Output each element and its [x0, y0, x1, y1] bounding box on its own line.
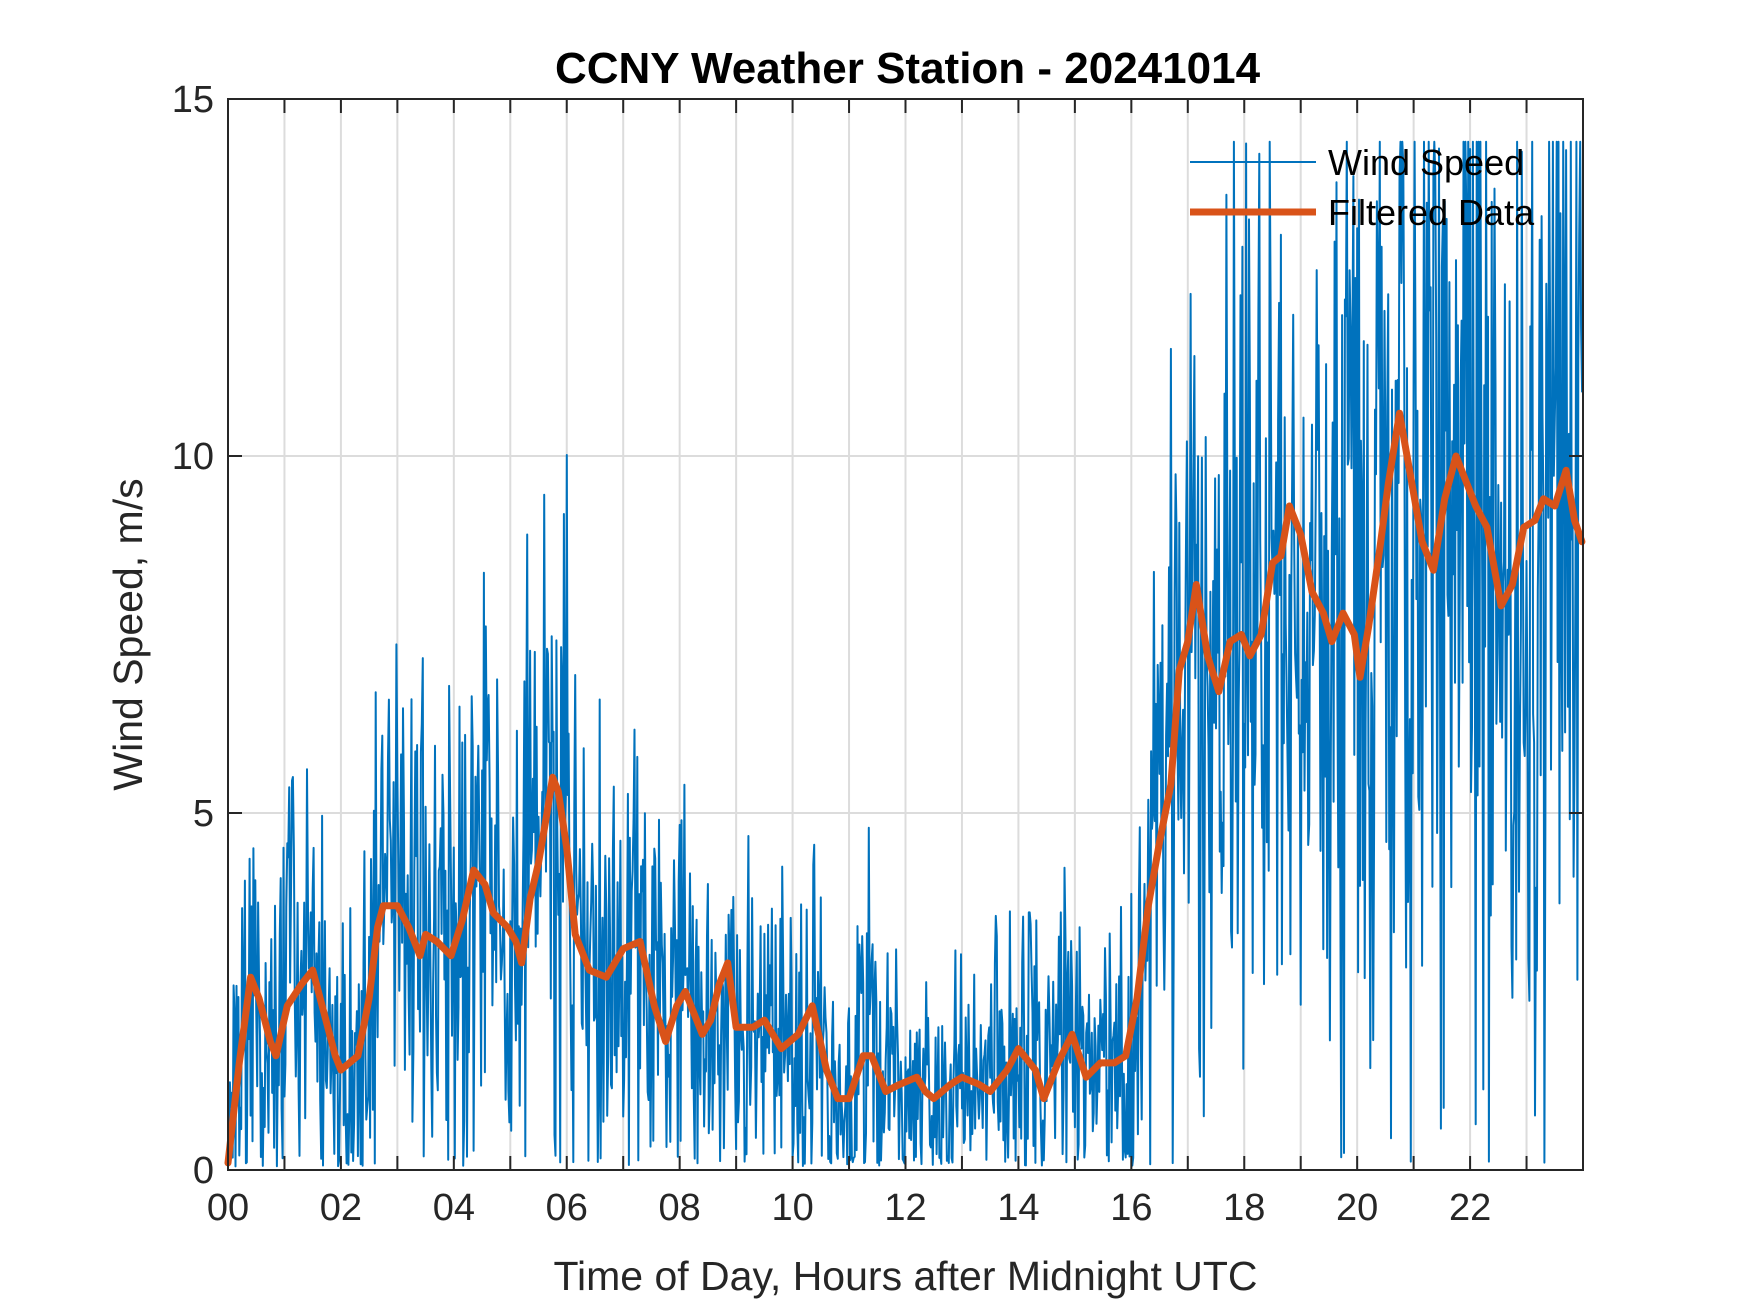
- wind-speed-line: [227, 140, 1584, 1168]
- x-tick-label: 14: [997, 1187, 1039, 1229]
- y-axis-label: Wind Speed, m/s: [105, 478, 151, 790]
- x-tick-label: 08: [659, 1187, 701, 1229]
- y-tick-labels: 0 5 10 15: [172, 79, 214, 1192]
- legend-label-filtered-data: Filtered Data: [1328, 192, 1535, 233]
- x-tick-label: 18: [1223, 1187, 1265, 1229]
- y-tick-label: 15: [172, 79, 214, 121]
- y-tick-label: 5: [193, 793, 214, 835]
- axis-ticks: [227, 98, 1583, 1171]
- x-tick-label: 04: [433, 1187, 475, 1229]
- x-tick-label: 12: [884, 1187, 926, 1229]
- filtered-data-series: [224, 409, 1586, 1167]
- x-tick-label: 20: [1336, 1187, 1378, 1229]
- y-tick-label: 0: [193, 1150, 214, 1192]
- filtered-data-line: [224, 409, 1586, 1167]
- wind-speed-series: [227, 140, 1584, 1168]
- legend: Wind Speed Filtered Data: [1190, 142, 1535, 233]
- legend-label-wind-speed: Wind Speed: [1328, 142, 1524, 183]
- x-tick-label: 16: [1110, 1187, 1152, 1229]
- x-tick-label: 06: [546, 1187, 588, 1229]
- x-tick-label: 02: [320, 1187, 362, 1229]
- x-tick-labels: 00 02 04 06 08 10 12 14 16 18 20 22: [207, 1187, 1491, 1229]
- x-axis-label: Time of Day, Hours after Midnight UTC: [553, 1253, 1257, 1299]
- x-tick-label: 22: [1449, 1187, 1491, 1229]
- x-tick-label: 10: [771, 1187, 813, 1229]
- chart-title: CCNY Weather Station - 20241014: [555, 44, 1261, 93]
- x-tick-label: 00: [207, 1187, 249, 1229]
- y-tick-label: 10: [172, 436, 214, 478]
